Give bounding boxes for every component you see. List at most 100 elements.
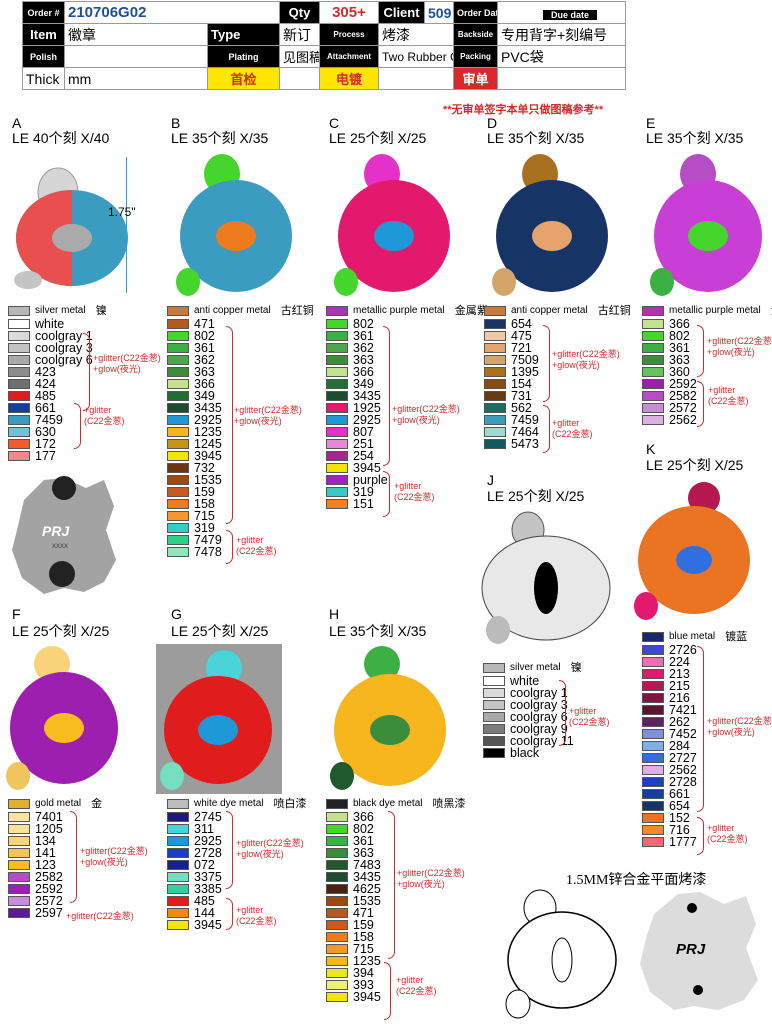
color-code: 630	[35, 425, 56, 439]
color-swatch	[167, 427, 189, 437]
color-swatch	[326, 920, 348, 930]
color-swatch	[167, 499, 189, 509]
metal-row-k: blue metal 镀蓝	[642, 631, 772, 643]
color-code: 802	[669, 329, 690, 343]
note-e-2: +glitter (C22金葱)	[708, 385, 749, 406]
color-code: 7483	[353, 858, 381, 872]
color-swatch	[326, 872, 348, 882]
color-swatch	[167, 836, 189, 846]
note-a-2: +glitter (C22金葱)	[84, 405, 125, 426]
metal-name: black dye metal	[353, 798, 423, 809]
color-row: 485	[8, 390, 168, 402]
color-code: 471	[194, 317, 215, 331]
color-row: 2925	[326, 414, 486, 426]
color-code: 2925	[194, 834, 222, 848]
color-swatch	[642, 379, 664, 389]
color-swatch	[483, 736, 505, 746]
color-row: 216	[642, 692, 772, 704]
color-row: 284	[642, 740, 772, 752]
due-date-label: Due date	[543, 9, 598, 20]
color-code: 471	[353, 906, 374, 920]
blank-cell	[279, 67, 320, 90]
turtle-a-illustration	[14, 167, 128, 289]
type-label: Type	[207, 23, 280, 46]
color-row: 349	[326, 378, 486, 390]
order-date-label: Order Date	[453, 1, 498, 24]
bracket-b-2	[226, 530, 233, 564]
color-code: 2727	[669, 751, 697, 765]
color-row: coolgray 1	[483, 687, 633, 699]
color-row: 3375	[167, 871, 327, 883]
color-code: 802	[353, 317, 374, 331]
bracket-e-1	[697, 325, 704, 377]
color-row: 2572	[642, 402, 772, 414]
color-swatch	[326, 355, 348, 365]
color-row: 2728	[642, 776, 772, 788]
color-code: 224	[669, 655, 690, 669]
color-code: 1925	[353, 401, 381, 415]
color-row: 3945	[167, 919, 327, 931]
color-swatch	[8, 379, 30, 389]
color-swatch	[484, 391, 506, 401]
color-row: 362	[167, 354, 327, 366]
color-row: 072	[167, 859, 327, 871]
color-row: 2572	[8, 895, 168, 907]
note-d-2: +glitter (C22金葱)	[552, 418, 593, 439]
color-row: 158	[167, 498, 327, 510]
metal-name-cn: 古红铜	[280, 305, 314, 317]
color-swatch	[642, 681, 664, 691]
color-swatch	[483, 676, 505, 686]
color-swatch	[8, 848, 30, 858]
color-swatch	[642, 717, 664, 727]
note-f-1: +glitter(C22金葱) +glow(夜光)	[80, 846, 148, 867]
color-swatch	[167, 487, 189, 497]
color-code: white	[35, 317, 65, 331]
color-code: 366	[353, 365, 374, 379]
color-code: 2582	[35, 870, 63, 884]
color-code: 3435	[353, 389, 381, 403]
color-row: 716	[642, 824, 772, 836]
qty-value: 305+	[319, 1, 379, 24]
color-row: 158	[326, 931, 486, 943]
polish-label: Polish	[22, 45, 65, 68]
color-swatch	[642, 403, 664, 413]
color-code: 2572	[35, 894, 63, 908]
color-swatch	[326, 403, 348, 413]
color-code: 2925	[194, 413, 222, 427]
color-code: 144	[194, 906, 215, 920]
note-c-2: +glitter (C22金葱)	[394, 481, 435, 502]
color-swatch	[8, 319, 30, 329]
color-swatch	[8, 451, 30, 461]
color-code: 1245	[194, 437, 222, 451]
thick-label: Thick	[22, 67, 65, 90]
color-row: 7478	[167, 546, 327, 558]
color-row: 215	[642, 680, 772, 692]
color-row: 7483	[326, 859, 486, 871]
color-code: 2592	[35, 882, 63, 896]
swatch-list-b: anti copper metal 古红铜 471 802 361 362 363 366 34…	[167, 305, 327, 558]
note-k-2: +glitter (C22金葱)	[707, 823, 748, 844]
color-swatch	[167, 319, 189, 329]
section-a-title: LE 40个刻 X/40	[12, 130, 110, 146]
metal-swatch	[483, 663, 505, 673]
color-swatch	[8, 884, 30, 894]
metal-swatch	[484, 306, 506, 316]
metal-name: gold metal	[35, 798, 82, 809]
swatch-list-a: silver metal 镍 white coolgray 1 coolgray 3 co…	[8, 305, 168, 462]
color-code: 7464	[511, 425, 539, 439]
swatch-list-g: white dye metal 喷白漆 2745 311 2925 2728 072 3375…	[167, 798, 327, 931]
color-row: 2562	[642, 414, 772, 426]
color-code: 475	[511, 329, 532, 343]
color-code: 366	[353, 810, 374, 824]
color-code: 319	[194, 521, 215, 535]
color-code: 2597	[35, 906, 63, 920]
color-code: black	[510, 746, 540, 760]
color-swatch	[642, 355, 664, 365]
color-swatch	[642, 645, 664, 655]
color-code: 213	[669, 667, 690, 681]
color-row: white	[483, 675, 633, 687]
backside-value: 专用背字+刻编号	[497, 23, 626, 46]
bracket-b-1	[226, 326, 233, 524]
section-a-letter: A	[12, 115, 22, 131]
color-code: 1777	[669, 835, 697, 849]
